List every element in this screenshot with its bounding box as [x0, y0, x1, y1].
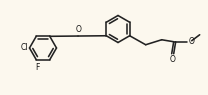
Text: O: O — [170, 55, 176, 64]
Text: Cl: Cl — [21, 44, 28, 53]
Text: O: O — [188, 37, 194, 46]
Text: F: F — [35, 63, 40, 72]
Text: O: O — [76, 25, 82, 34]
